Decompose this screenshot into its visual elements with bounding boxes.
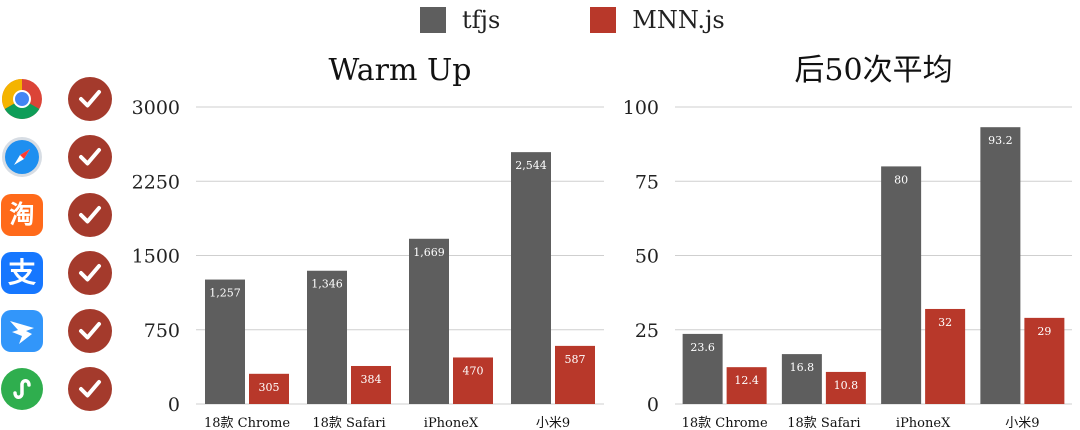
y-tick-label: 2250 (132, 171, 180, 193)
taobao-icon: 淘 (1, 194, 43, 236)
bar-tfjs (781, 354, 822, 404)
y-tick-label: 3000 (132, 97, 180, 119)
y-tick-label: 0 (647, 394, 659, 416)
legend-label-mnnjs: MNN.js (632, 6, 725, 34)
checkmark-icon (68, 309, 112, 353)
data-label: 12.4 (734, 374, 759, 387)
checkmark-icon (68, 77, 112, 121)
safari-icon (1, 136, 43, 178)
legend-item-mnnjs: MNN.js (590, 6, 725, 34)
y-tick-label: 100 (623, 97, 659, 119)
platform-icon-column: 淘 支 (0, 70, 120, 418)
x-category-label: 18款 Safari (312, 416, 385, 430)
legend-swatch-tfjs (420, 7, 446, 33)
data-label: 93.2 (988, 134, 1013, 147)
bar-tfjs (205, 279, 245, 404)
y-tick-label: 75 (635, 171, 659, 193)
x-category-label: 18款 Chrome (204, 416, 290, 430)
bar-mnnjs (726, 367, 767, 404)
platform-row-safari (0, 128, 120, 186)
data-label: 16.8 (790, 361, 815, 374)
x-category-label: 小米9 (536, 416, 570, 430)
dingtalk-icon (1, 310, 43, 352)
taobao-glyph: 淘 (9, 200, 34, 229)
alipay-icon: 支 (1, 252, 43, 294)
x-category-label: 18款 Chrome (682, 416, 768, 430)
bar-mnnjs (925, 308, 966, 404)
data-label: 32 (938, 316, 952, 329)
bar-tfjs (307, 270, 347, 404)
x-category-label: iPhoneX (896, 416, 951, 430)
checkmark-icon (68, 367, 112, 411)
x-category-label: 小米9 (1005, 416, 1039, 430)
chart-legend: tfjs MNN.js (420, 0, 815, 40)
checkmark-icon (68, 135, 112, 179)
bar-tfjs (511, 152, 551, 404)
y-tick-label: 0 (168, 394, 180, 416)
data-label: 23.6 (690, 341, 715, 354)
checkmark-icon (68, 193, 112, 237)
y-tick-label: 750 (144, 320, 180, 342)
chart-title: 后50次平均 (794, 53, 952, 88)
average-50-runs-chart: 后50次平均 0 25 50 75 100 23.6 12.4 18款 Chrome 16.8 10… (623, 53, 1072, 430)
data-label: 80 (894, 173, 908, 186)
bar-tfjs (409, 238, 449, 404)
alipay-glyph: 支 (8, 256, 36, 289)
warm-up-chart: Warm Up 0 750 1500 2250 3000 1,257 305 18款 Chrom… (132, 53, 604, 430)
data-label: 470 (463, 364, 484, 377)
chart-title: Warm Up (329, 53, 472, 88)
y-tick-label: 25 (635, 320, 659, 342)
data-label: 29 (1037, 325, 1051, 338)
legend-label-tfjs: tfjs (462, 6, 501, 34)
bar-mnnjs (351, 365, 391, 404)
mini-program-icon (1, 368, 43, 410)
bar-mnnjs (825, 371, 866, 404)
bar-mnnjs (555, 345, 595, 404)
data-label: 10.8 (834, 379, 859, 392)
x-category-label: 18款 Safari (787, 416, 860, 430)
bar-mnnjs (249, 373, 289, 404)
bar-mnnjs (453, 357, 493, 404)
bar-tfjs (682, 333, 723, 404)
platform-row-dingtalk (0, 302, 120, 360)
bar-tfjs (980, 127, 1021, 405)
legend-swatch-mnnjs (590, 7, 617, 33)
data-label: 2,544 (515, 159, 547, 172)
checkmark-icon (68, 251, 112, 295)
platform-row-taobao: 淘 (0, 186, 120, 244)
data-label: 1,346 (311, 278, 343, 291)
data-label: 1,257 (209, 287, 241, 300)
legend-item-tfjs: tfjs (420, 6, 500, 34)
data-label: 587 (565, 353, 586, 366)
x-category-label: iPhoneX (424, 416, 479, 430)
y-tick-label: 50 (635, 246, 659, 268)
data-label: 384 (361, 373, 382, 386)
chrome-icon (1, 78, 43, 120)
bar-tfjs (881, 166, 922, 404)
data-label: 1,669 (413, 246, 445, 259)
bar-mnnjs (1024, 317, 1065, 404)
y-tick-label: 1500 (132, 246, 180, 268)
data-label: 305 (259, 381, 280, 394)
platform-row-alipay: 支 (0, 244, 120, 302)
platform-row-mini-program (0, 360, 120, 418)
platform-row-chrome (0, 70, 120, 128)
